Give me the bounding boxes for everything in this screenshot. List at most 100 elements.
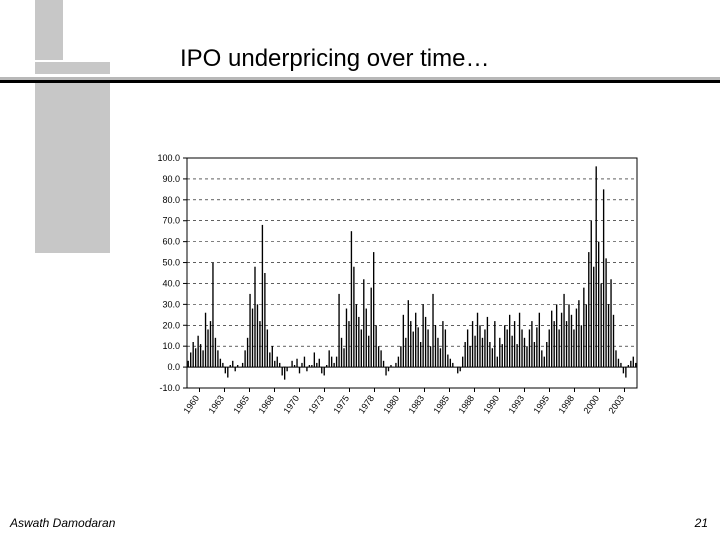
x-tick-label: 1998 <box>556 393 576 415</box>
bar <box>220 359 221 367</box>
bar <box>553 321 554 367</box>
bar <box>375 325 376 367</box>
x-tick-label: 1975 <box>331 393 351 415</box>
x-tick-label: 1980 <box>381 393 401 415</box>
bar <box>596 166 597 367</box>
bar <box>215 338 216 367</box>
bar <box>613 315 614 367</box>
bar <box>252 309 253 368</box>
x-tick-label: 1960 <box>181 393 201 415</box>
page-title: IPO underpricing over time… <box>180 45 489 73</box>
bar <box>299 367 300 373</box>
bar <box>232 361 233 367</box>
bar <box>269 352 270 367</box>
bar <box>237 365 238 367</box>
bar <box>279 363 280 367</box>
bar <box>561 313 562 367</box>
bar <box>301 363 302 367</box>
x-tick-label: 1973 <box>306 393 326 415</box>
bar <box>380 350 381 367</box>
bar <box>230 365 231 367</box>
bar <box>373 252 374 367</box>
bar <box>482 338 483 367</box>
bar <box>494 321 495 367</box>
bar <box>225 367 226 373</box>
y-tick-label: 10.0 <box>162 341 180 351</box>
bar <box>363 279 364 367</box>
x-tick-label: 1988 <box>456 393 476 415</box>
bar <box>457 367 458 373</box>
bar <box>514 321 515 367</box>
bar <box>499 338 500 367</box>
bar <box>472 321 473 367</box>
bar <box>383 361 384 367</box>
bar <box>410 321 411 367</box>
bar <box>296 359 297 367</box>
bar <box>484 329 485 367</box>
bar <box>635 363 636 367</box>
bar <box>247 338 248 367</box>
bar <box>378 346 379 367</box>
bar <box>333 363 334 367</box>
bar <box>618 359 619 367</box>
bar <box>497 357 498 367</box>
bar <box>202 350 203 367</box>
chart-svg: -10.00.010.020.030.040.050.060.070.080.0… <box>152 150 647 450</box>
x-tick-label: 1983 <box>406 393 426 415</box>
title-underline <box>0 80 720 83</box>
bar <box>190 352 191 367</box>
bar <box>227 367 228 377</box>
bar <box>217 350 218 367</box>
bar <box>502 344 503 367</box>
slide: IPO underpricing over time… -10.00.010.0… <box>0 0 720 540</box>
bar <box>464 342 465 367</box>
bar <box>509 315 510 367</box>
bar <box>336 357 337 367</box>
bar <box>385 367 386 375</box>
bar <box>353 267 354 367</box>
bar <box>600 283 601 367</box>
bar <box>620 363 621 367</box>
bar <box>568 304 569 367</box>
bar <box>430 346 431 367</box>
bar <box>566 321 567 367</box>
bar <box>235 367 236 371</box>
bar <box>489 342 490 367</box>
bar <box>361 329 362 367</box>
x-tick-label: 1963 <box>206 393 226 415</box>
bar <box>623 367 624 373</box>
bar <box>306 367 307 371</box>
bar <box>351 231 352 367</box>
bar <box>462 357 463 367</box>
bar <box>605 258 606 367</box>
bar <box>403 315 404 367</box>
bar <box>469 346 470 367</box>
bar <box>368 336 369 367</box>
decoration-bar <box>35 62 110 74</box>
bar <box>450 359 451 367</box>
y-tick-label: 40.0 <box>162 278 180 288</box>
bar <box>324 367 325 375</box>
bar <box>274 361 275 367</box>
bar <box>519 313 520 367</box>
bar <box>358 317 359 367</box>
bar <box>326 365 327 367</box>
bar <box>294 365 295 367</box>
bar <box>516 344 517 367</box>
bar <box>328 350 329 367</box>
bar <box>583 288 584 367</box>
x-tick-label: 1995 <box>531 393 551 415</box>
bar <box>257 304 258 367</box>
bar <box>304 357 305 367</box>
bar <box>598 242 599 367</box>
bar <box>534 342 535 367</box>
x-tick-label: 2000 <box>581 393 601 415</box>
bar <box>398 357 399 367</box>
bar <box>205 313 206 367</box>
bar <box>521 329 522 367</box>
bar <box>529 329 530 367</box>
bar <box>608 304 609 367</box>
bar <box>588 252 589 367</box>
bar <box>390 365 391 367</box>
bar <box>343 348 344 367</box>
